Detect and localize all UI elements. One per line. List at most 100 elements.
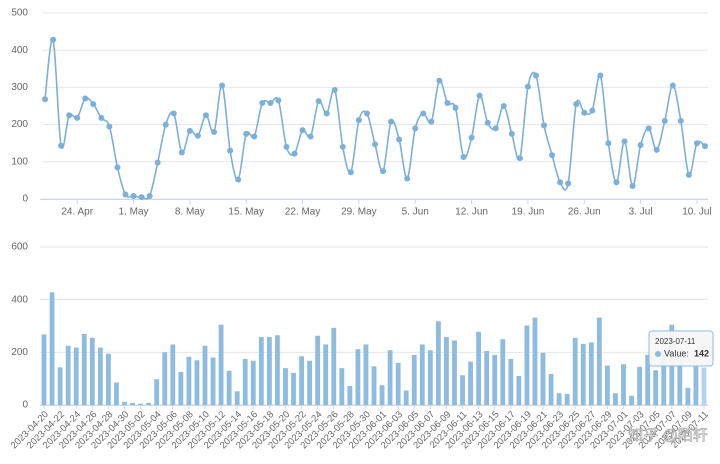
point — [589, 107, 596, 114]
point — [259, 100, 266, 107]
point — [114, 164, 121, 171]
bar — [331, 327, 337, 405]
bar — [588, 342, 594, 405]
y-tick-label: 0 — [22, 400, 28, 411]
point — [573, 101, 580, 108]
bar — [452, 340, 457, 405]
bar — [524, 325, 530, 405]
point — [621, 138, 628, 145]
bar — [266, 337, 272, 405]
point — [396, 136, 403, 143]
point — [532, 72, 539, 79]
point — [194, 132, 201, 139]
point — [315, 98, 322, 105]
point — [291, 150, 298, 157]
point — [516, 155, 523, 162]
point — [90, 101, 97, 108]
bar — [283, 368, 288, 405]
point — [693, 140, 700, 147]
point — [557, 179, 564, 186]
point — [307, 133, 314, 140]
bar — [500, 339, 506, 405]
point — [154, 159, 161, 166]
point — [380, 168, 387, 175]
point — [677, 117, 684, 124]
point — [581, 109, 588, 116]
point — [122, 191, 129, 198]
point — [323, 110, 330, 117]
point — [98, 114, 105, 121]
bar — [210, 357, 216, 405]
x-tick-label: 19. Jun — [512, 207, 545, 218]
tooltip-box — [648, 330, 714, 367]
point — [170, 110, 177, 117]
bar — [460, 375, 465, 405]
tooltip: 2023-07-11 Value: 142 — [648, 330, 714, 367]
point — [372, 141, 378, 148]
point — [412, 125, 419, 132]
y-tick-label: 400 — [11, 294, 28, 305]
bar — [637, 366, 643, 405]
y-tick-label: 300 — [11, 82, 28, 93]
bar — [403, 390, 409, 405]
point — [645, 125, 652, 132]
point — [339, 143, 346, 150]
tooltip-title: 2023-07-11 — [655, 337, 696, 346]
bar — [170, 344, 176, 405]
bar — [242, 358, 248, 405]
bar — [234, 391, 240, 405]
bar — [347, 386, 353, 405]
point — [106, 123, 113, 130]
tooltip-dot — [655, 351, 661, 357]
bar — [339, 368, 345, 405]
x-tick-label: 10. Jul — [682, 207, 711, 218]
bar — [468, 361, 473, 405]
bar — [435, 321, 441, 405]
point — [267, 100, 274, 107]
point — [331, 87, 338, 94]
point — [653, 146, 660, 153]
bar — [540, 352, 546, 405]
point — [186, 127, 193, 134]
x-tick-label: 15. May — [228, 207, 264, 218]
y-tick-label: 0 — [22, 194, 28, 205]
bar — [186, 356, 192, 405]
point — [202, 112, 209, 119]
bar — [492, 354, 498, 405]
bar — [202, 345, 208, 405]
point — [444, 100, 451, 107]
bar — [178, 372, 184, 405]
bar — [645, 354, 651, 405]
x-tick-label: 1. May — [119, 207, 149, 218]
x-tick-label: 24. Apr — [61, 207, 93, 218]
bar — [299, 356, 304, 405]
x-tick-label: 29. May — [341, 207, 377, 218]
bar — [564, 393, 570, 405]
point — [484, 119, 491, 126]
point — [661, 117, 668, 124]
x-tick-label: 26. Jun — [568, 207, 601, 218]
bar — [548, 373, 554, 405]
bar — [661, 349, 667, 405]
point — [613, 179, 620, 186]
bar — [621, 364, 626, 405]
point — [251, 133, 258, 140]
bar — [89, 337, 95, 405]
point — [82, 95, 89, 102]
point — [541, 122, 548, 129]
bar — [580, 343, 586, 405]
point — [219, 82, 226, 89]
bar — [57, 367, 63, 405]
bar — [114, 382, 119, 405]
bar — [307, 360, 313, 405]
tooltip-value: 142 — [694, 348, 709, 358]
point — [549, 152, 556, 159]
point — [468, 134, 475, 141]
bar — [162, 352, 168, 405]
line — [44, 38, 706, 200]
point — [702, 143, 708, 150]
bar — [508, 358, 514, 405]
point — [597, 72, 604, 79]
bar — [105, 353, 111, 405]
watermark: 知乎 @陌轩 — [628, 427, 707, 444]
